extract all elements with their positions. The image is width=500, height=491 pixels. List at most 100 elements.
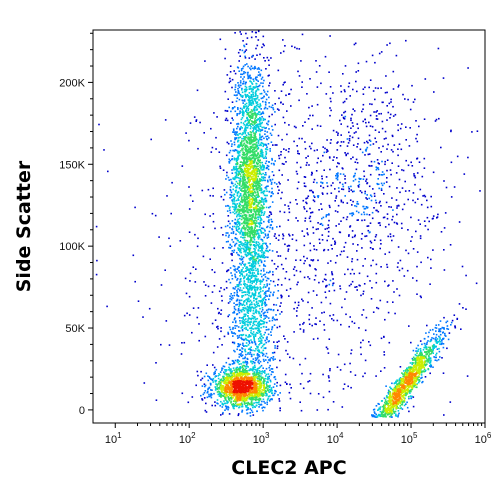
event-dot xyxy=(332,237,334,240)
event-dot xyxy=(237,182,239,185)
event-dot xyxy=(303,176,306,178)
event-dot xyxy=(256,288,259,291)
event-dot xyxy=(220,394,222,396)
event-dot xyxy=(304,185,307,188)
event-dot xyxy=(418,125,420,128)
event-dot xyxy=(299,328,302,330)
event-dot xyxy=(259,104,262,107)
event-dot xyxy=(197,147,199,150)
event-dot xyxy=(435,336,437,339)
event-dot xyxy=(263,213,266,215)
event-dot xyxy=(407,252,410,255)
event-dot xyxy=(415,386,417,388)
event-dot xyxy=(249,243,251,246)
event-dot xyxy=(265,359,267,361)
event-dot xyxy=(337,134,339,136)
event-dot xyxy=(425,360,427,362)
event-dot xyxy=(463,173,466,175)
event-dot xyxy=(207,379,210,382)
event-dot xyxy=(233,70,235,72)
event-dot xyxy=(255,47,257,50)
event-dot xyxy=(424,78,427,80)
event-dot xyxy=(236,224,238,226)
event-dot xyxy=(233,302,235,304)
event-dot xyxy=(246,141,249,143)
event-dot xyxy=(234,245,236,247)
event-dot xyxy=(273,324,276,326)
event-dot xyxy=(236,230,239,232)
event-dot xyxy=(382,145,384,148)
event-dot xyxy=(214,404,217,407)
event-dot xyxy=(268,115,271,118)
event-dot xyxy=(254,111,256,114)
event-dot xyxy=(398,412,400,415)
event-dot xyxy=(412,248,415,250)
event-dot xyxy=(411,165,414,167)
event-dot xyxy=(260,187,263,190)
event-dot xyxy=(225,191,228,194)
event-dot xyxy=(271,259,273,262)
event-dot xyxy=(244,50,246,53)
event-dot xyxy=(347,142,350,144)
event-dot xyxy=(208,387,211,389)
event-dot xyxy=(338,162,340,165)
event-dot xyxy=(252,264,254,266)
event-dot xyxy=(265,352,268,355)
event-dot xyxy=(329,114,331,117)
event-dot xyxy=(277,265,279,268)
event-dot xyxy=(266,138,269,141)
event-dot xyxy=(236,113,238,115)
event-dot xyxy=(414,183,416,186)
event-dot xyxy=(254,226,256,229)
event-dot xyxy=(255,252,258,255)
event-dot xyxy=(238,166,241,169)
event-dot xyxy=(228,246,230,249)
event-dot xyxy=(323,169,325,171)
event-dot xyxy=(412,349,415,352)
event-dot xyxy=(308,164,310,166)
event-dot xyxy=(440,343,442,346)
event-dot xyxy=(236,168,238,170)
event-dot xyxy=(271,220,274,223)
event-dot xyxy=(380,112,382,115)
event-dot xyxy=(240,299,243,302)
event-dot xyxy=(347,152,349,155)
event-dot xyxy=(397,410,400,412)
event-dot xyxy=(266,194,268,197)
event-dot xyxy=(254,223,257,226)
event-dot xyxy=(369,280,371,282)
event-dot xyxy=(289,356,291,359)
event-dot xyxy=(420,377,422,379)
event-dot xyxy=(381,160,383,163)
event-dot xyxy=(98,123,100,126)
event-dot xyxy=(210,127,212,130)
event-dot xyxy=(349,272,352,275)
event-dot xyxy=(336,211,339,213)
event-dot xyxy=(251,333,254,335)
event-dot xyxy=(251,401,253,404)
event-dot xyxy=(227,269,230,271)
event-dot xyxy=(248,285,250,287)
event-dot xyxy=(272,144,274,146)
event-dot xyxy=(258,397,261,400)
event-dot xyxy=(216,388,219,390)
event-dot xyxy=(479,190,481,192)
event-dot xyxy=(229,363,232,366)
event-dot xyxy=(255,404,258,407)
event-dot xyxy=(403,373,406,375)
event-dot xyxy=(239,136,242,139)
event-dot xyxy=(228,162,231,164)
event-dot xyxy=(244,132,246,135)
event-dot xyxy=(329,35,331,37)
event-dot xyxy=(241,275,244,277)
event-dot xyxy=(364,359,367,362)
event-dot xyxy=(258,310,260,313)
event-dot xyxy=(446,320,449,323)
event-dot xyxy=(234,210,236,212)
event-dot xyxy=(435,352,438,355)
event-dot xyxy=(411,84,413,87)
event-dot xyxy=(272,316,274,318)
event-dot xyxy=(266,321,268,324)
event-dot xyxy=(221,413,224,415)
event-dot xyxy=(258,208,260,211)
